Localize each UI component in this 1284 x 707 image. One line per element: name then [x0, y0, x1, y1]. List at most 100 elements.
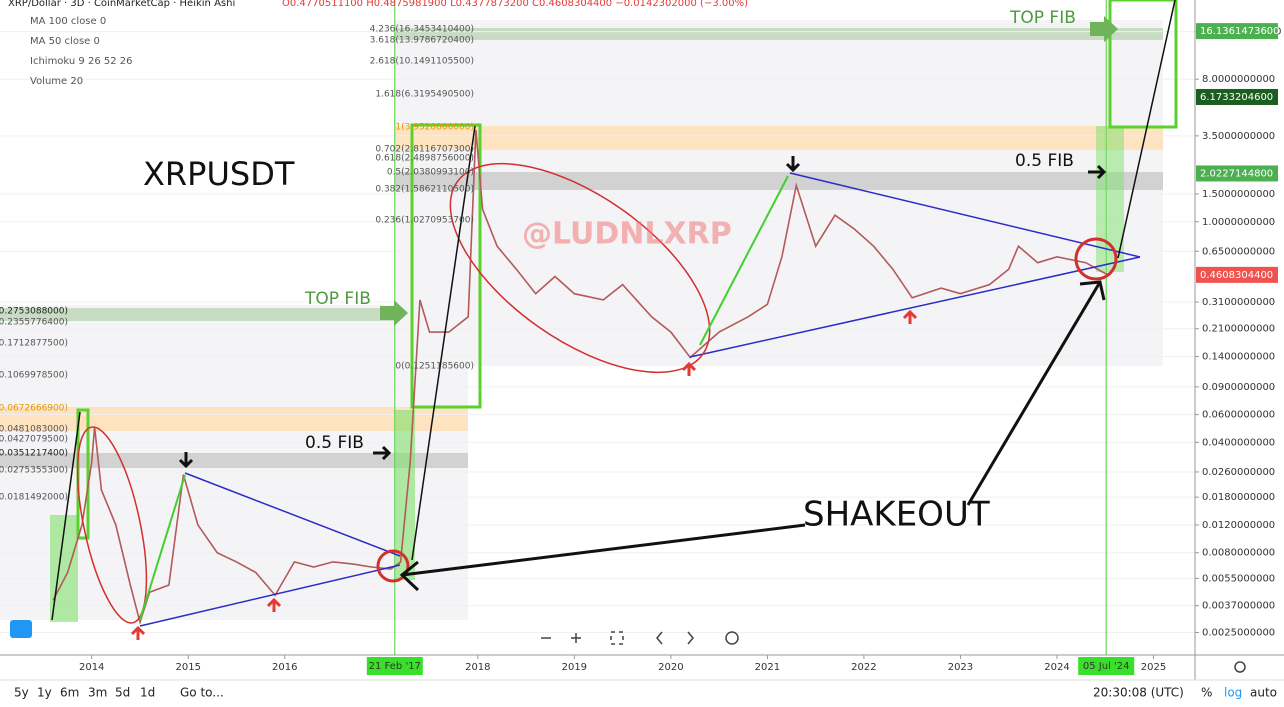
plot	[52, 130, 1111, 626]
y-tick-label: 0.2100000000	[1202, 324, 1275, 335]
range-button[interactable]: 5d	[115, 686, 130, 700]
fib-label: 0.0427079500)	[0, 435, 68, 445]
box	[410, 123, 482, 409]
ohlc: O0.4770511100 H0.4875981900 L0.437787320…	[282, 0, 748, 9]
x-tick-label: 2021	[755, 662, 780, 673]
fib-band	[395, 172, 1163, 190]
price-marker-label: 6.1733204600	[1200, 92, 1273, 103]
trend-line	[139, 564, 401, 627]
y-tick-label: 0.0180000000	[1202, 492, 1275, 503]
block-arrow	[380, 300, 408, 326]
fib-label: 0.1069978500)	[0, 371, 68, 381]
date-marker-bg	[1078, 657, 1135, 675]
y-tick-label: 0.0260000000	[1202, 467, 1275, 478]
reset-zoom[interactable]	[610, 631, 624, 645]
block-arrow	[1090, 16, 1118, 42]
price-line	[52, 130, 1111, 626]
range-button[interactable]: 1d	[140, 686, 155, 700]
price-marker	[1196, 165, 1278, 182]
price-marker-label: 0.4608304400	[1200, 270, 1273, 281]
range-button[interactable]: 6m	[60, 686, 79, 700]
range-button[interactable]: 5y	[14, 686, 29, 700]
x-tick-label: 2018	[465, 662, 490, 673]
x-tick-label: 2022	[851, 662, 876, 673]
indicator[interactable]: Ichimoku 9 26 52 26	[30, 56, 133, 67]
y-tick-label: 0.0080000000	[1202, 548, 1275, 559]
line	[411, 125, 476, 561]
fib-label: 0.2355776400)	[0, 318, 68, 328]
drawings	[51, 0, 1176, 640]
y-tick-label: 0.0400000000	[1202, 437, 1275, 448]
fib-label: 0.0275355300)	[0, 466, 68, 476]
y-tick-label: 0.0037000000	[1202, 601, 1275, 612]
log-toggle[interactable]: log	[1224, 686, 1242, 700]
settings-icon[interactable]	[1234, 661, 1246, 673]
line	[51, 411, 81, 621]
arrow	[178, 452, 194, 469]
fib-band	[395, 28, 1163, 40]
price-marker-label: 2.0227144800	[1200, 168, 1273, 179]
fib-label: 2.618(10.1491105500)	[370, 57, 474, 67]
percent-toggle[interactable]: %	[1201, 686, 1212, 700]
price-marker	[1196, 266, 1278, 283]
y-tick-label: 0.0900000000	[1202, 382, 1275, 393]
x-tick-label: 2016	[272, 662, 297, 673]
reset[interactable]	[725, 631, 739, 645]
price-marker-label: 16.1361473600	[1200, 26, 1280, 37]
y-tick-label: 0.3100000000	[1202, 297, 1275, 308]
green-line	[139, 474, 186, 621]
clock: 20:30:08 (UTC)	[1093, 686, 1184, 700]
annotation: SHAKEOUT	[803, 495, 990, 535]
fib-band	[395, 126, 1163, 150]
fib-label: 0.382(1.5862110500)	[375, 185, 474, 195]
fib-label: 0.5(2.0380993100)	[387, 168, 474, 178]
fib-label: 4.236(16.3453410400)	[370, 25, 474, 35]
annotation: XRPUSDT	[143, 155, 295, 193]
arrow	[902, 309, 918, 324]
arrow	[373, 445, 392, 461]
fib-label: 0.0481083000)	[0, 425, 68, 435]
arrow-head	[1079, 280, 1106, 301]
annotation: 0.5 FIB	[1015, 151, 1074, 171]
indicator[interactable]: MA 100 close 0	[30, 16, 106, 27]
fib-label: 0.2753088000)	[0, 307, 68, 317]
annotation: 0.5 FIB	[305, 433, 364, 453]
zoom-controls[interactable]	[541, 631, 739, 645]
indicator[interactable]: Volume 20	[30, 76, 83, 87]
arrow	[266, 597, 282, 612]
scroll-right[interactable]	[687, 631, 694, 645]
shakeout-arrow	[401, 523, 806, 577]
fib-label: 3.618(13.9786720400)	[370, 36, 474, 46]
range-button[interactable]: 1y	[37, 686, 52, 700]
y-tick-label: 3.5000000000	[1202, 131, 1275, 142]
fib-label: 0.0672666900)	[0, 404, 68, 414]
y-tick-label: 0.0120000000	[1202, 520, 1275, 531]
fib-label: 0.0351217400)	[0, 449, 68, 459]
fib-label: 0.236(1.0270953700)	[375, 216, 474, 226]
y-tick-label: 1.5000000000	[1202, 189, 1275, 200]
trend-line	[689, 256, 1141, 358]
scroll-left[interactable]	[656, 631, 663, 645]
arrow	[130, 625, 146, 640]
ellipse	[449, 162, 711, 374]
arrow	[681, 361, 697, 376]
fib-band	[0, 453, 468, 468]
symbol: XRP/Dollar · 3D · CoinMarketCap · Heikin…	[8, 0, 235, 9]
fib-label: 0.0181492000)	[0, 493, 68, 503]
annotation: TOP FIB	[1009, 8, 1076, 28]
range-button[interactable]: 3m	[88, 686, 107, 700]
x-tick-label: 2020	[658, 662, 683, 673]
auto-toggle[interactable]: auto	[1250, 686, 1277, 700]
x-tick-label: 2015	[176, 662, 201, 673]
indicator[interactable]: MA 50 close 0	[30, 36, 100, 47]
x-tick-label: 2024	[1044, 662, 1069, 673]
y-tick-label: 0.6500000000	[1202, 246, 1275, 257]
zoom-in[interactable]	[571, 633, 581, 643]
x-tick-label: 2025	[1141, 662, 1166, 673]
fib-label: 1(3.9528800000)	[395, 123, 474, 133]
goto-button[interactable]: Go to...	[180, 686, 224, 700]
fib-label: 0.618(2.4898756000)	[375, 154, 474, 164]
x-tick-label: 2014	[79, 662, 104, 673]
